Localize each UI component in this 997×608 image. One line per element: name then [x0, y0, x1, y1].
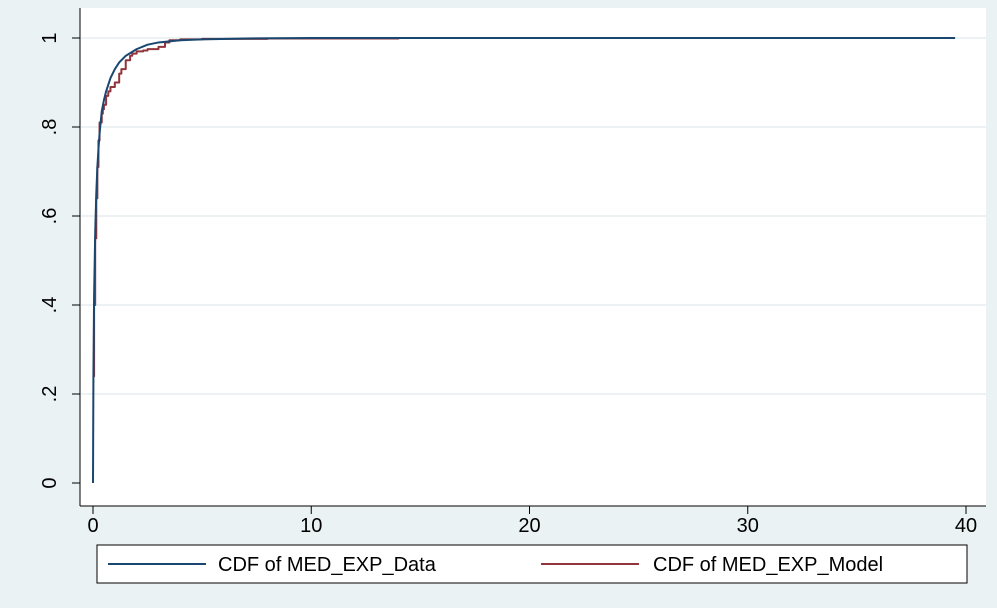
x-tick-label: 20: [518, 515, 540, 537]
legend-box: [96, 544, 968, 584]
y-tick-label: 1: [39, 32, 61, 43]
x-ticks: 0 10 20 30 40: [87, 506, 977, 537]
axes-layer: [79, 8, 986, 507]
legend-label-data: CDF of MED_EXP_Data: [218, 554, 437, 576]
cdf-line-data: [92, 37, 956, 484]
x-tick-label: 0: [87, 515, 98, 537]
y-tick-label: .2: [39, 386, 61, 403]
legend: CDF of MED_EXP_Data CDF of MED_EXP_Model: [96, 544, 968, 584]
legend-label-model: CDF of MED_EXP_Model: [653, 554, 883, 576]
y-tick-label: .4: [39, 297, 61, 314]
x-tick-label: 30: [737, 515, 759, 537]
y-tick-label: .6: [39, 208, 61, 225]
x-tick-label: 40: [955, 515, 977, 537]
y-tick-label: .8: [39, 119, 61, 136]
x-tick-label: 10: [300, 515, 322, 537]
series-layer: [92, 37, 956, 484]
y-ticks: 0 .2 .4 .6 .8 1: [39, 32, 80, 489]
plot-area: [80, 8, 986, 506]
y-tick-label: 0: [39, 477, 61, 488]
